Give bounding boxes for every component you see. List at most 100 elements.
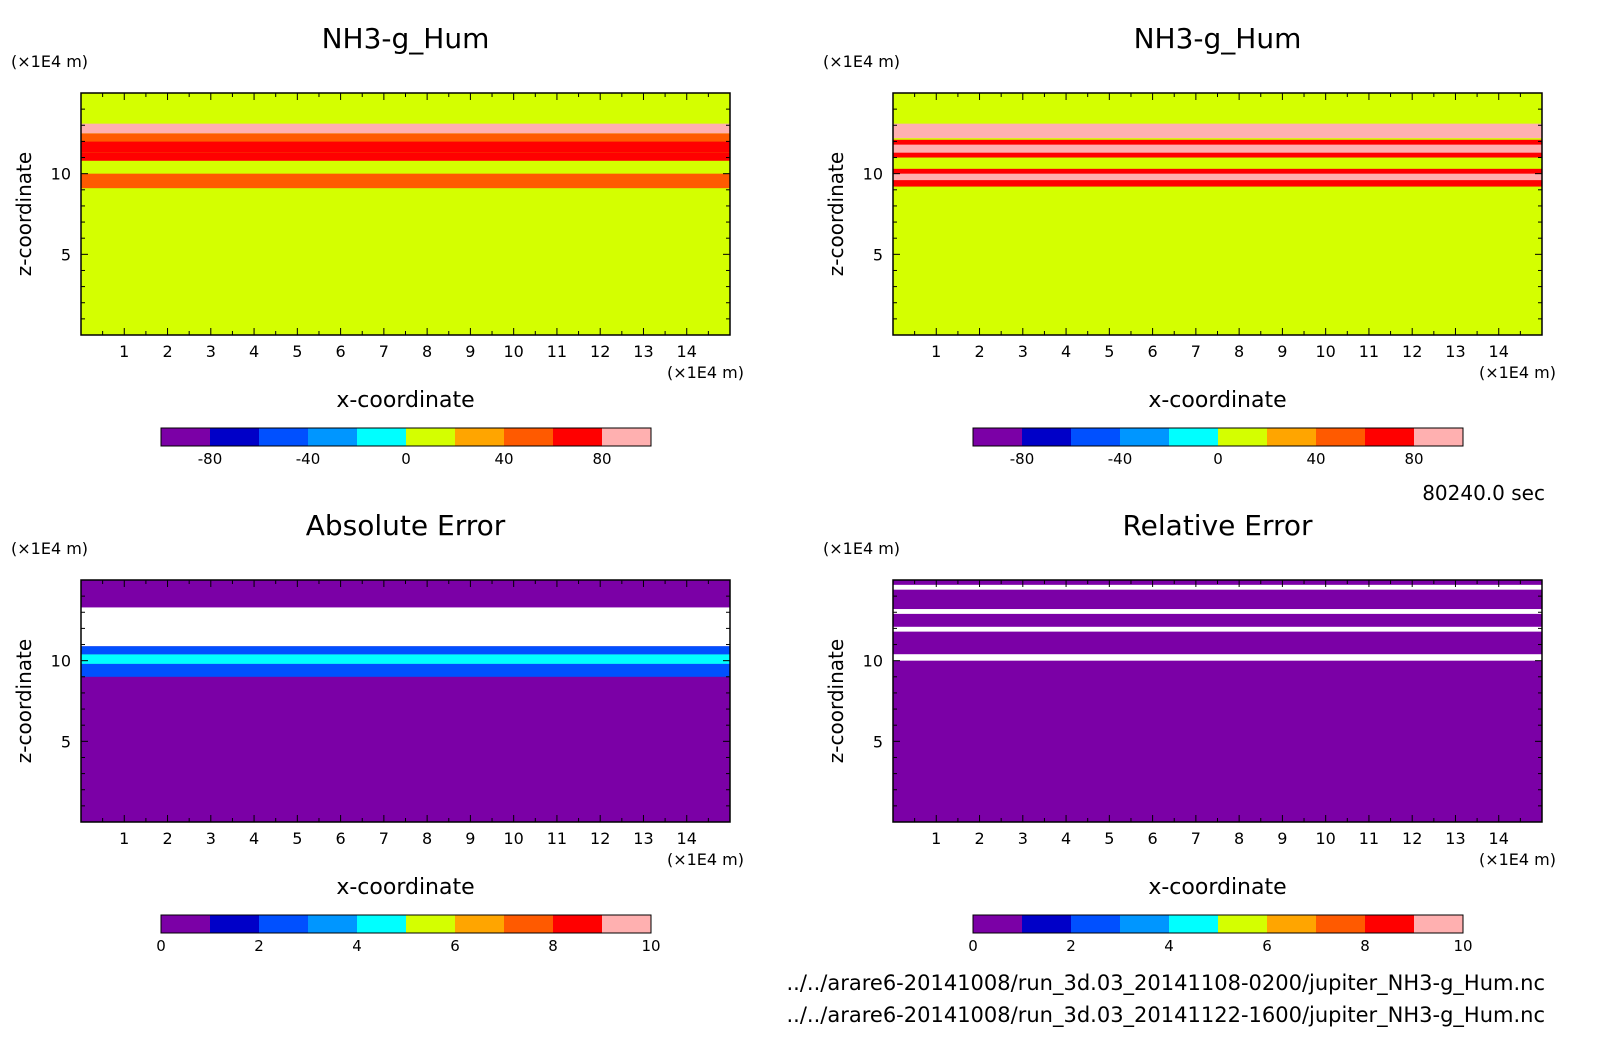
colorbar-swatch: [406, 915, 456, 933]
x-tick-label: 5: [1104, 342, 1114, 361]
colorbar-swatch: [161, 915, 211, 933]
colorbar-swatch: [973, 915, 1023, 933]
x-tick-label: 7: [1191, 342, 1201, 361]
x-tick-label: 9: [465, 829, 475, 848]
file-path-2: ../../arare6-20141008/run_3d.03_20141122…: [787, 1003, 1546, 1028]
field-band: [893, 144, 1542, 153]
x-tick-label: 8: [422, 342, 432, 361]
colorbar-swatch: [602, 428, 652, 446]
y-tick-label: 10: [863, 652, 883, 671]
x-tick-label: 2: [974, 829, 984, 848]
colorbar-tick-label: 4: [1164, 937, 1174, 955]
colorbar-swatch: [259, 428, 309, 446]
x-tick-label: 14: [1489, 342, 1509, 361]
colorbar-tick-label: 4: [352, 937, 362, 955]
y-tick-label: 10: [863, 165, 883, 184]
panel-3: Absolute Error(×1E4 m)1 2 3 4 5 6 7 8 9 10 11 12 13 1…: [11, 509, 744, 955]
colorbar-frame: [972, 427, 1464, 447]
file-path-1: ../../arare6-20141008/run_3d.03_20141108…: [787, 971, 1546, 996]
y-unit-label: (×1E4 m): [823, 52, 900, 71]
x-tick-label: 10: [503, 342, 523, 361]
colorbar-swatch: [504, 428, 554, 446]
x-tick-label: 8: [1234, 342, 1244, 361]
colorbar-swatch: [1169, 915, 1219, 933]
x-tick-label: 9: [1277, 829, 1287, 848]
field-band: [893, 654, 1542, 661]
colorbar-tick-label: 2: [254, 937, 264, 955]
colorbar-swatch: [259, 915, 309, 933]
colorbar-tick-label: 80: [1404, 450, 1423, 468]
colorbar-swatch: [1414, 915, 1464, 933]
field-band: [81, 663, 730, 677]
colorbar-swatch: [357, 915, 407, 933]
x-tick-label: 11: [1359, 829, 1379, 848]
panel-1: NH3-g_Hum(×1E4 m)1 2 3 4 5 6 7 8 9 10 11 12 13 14(×1E…: [11, 22, 744, 468]
colorbar-frame: [160, 427, 652, 447]
field-band: [893, 609, 1542, 614]
panel-title: NH3-g_Hum: [1134, 22, 1302, 55]
x-tick-label: 2: [162, 342, 172, 361]
y-unit-label: (×1E4 m): [11, 52, 88, 71]
x-tick-label: 8: [422, 829, 432, 848]
x-tick-label: 7: [379, 829, 389, 848]
colorbar: 0 2 4 6 8 10: [968, 914, 1473, 955]
y-tick-label: 10: [51, 165, 71, 184]
colorbar-tick-label: 8: [548, 937, 558, 955]
colorbar-swatch: [553, 915, 603, 933]
x-tick-label: 7: [1191, 829, 1201, 848]
x-tick-label: 14: [677, 829, 697, 848]
x-unit-label: (×1E4 m): [1479, 850, 1556, 869]
field-band: [81, 152, 730, 161]
colorbar-swatch: [1365, 428, 1415, 446]
colorbar-swatch: [1218, 428, 1268, 446]
y-unit-label: (×1E4 m): [823, 539, 900, 558]
colorbar-swatch: [1316, 915, 1366, 933]
x-tick-label: 12: [1402, 829, 1422, 848]
field-band: [893, 173, 1542, 181]
colorbar-swatch: [1071, 915, 1121, 933]
field-band: [81, 126, 730, 131]
x-tick-label: 6: [1148, 342, 1158, 361]
colorbar-tick-label: 0: [1213, 450, 1223, 468]
x-tick-label: 1: [119, 342, 129, 361]
x-tick-label: 2: [974, 342, 984, 361]
x-tick-label: 12: [590, 829, 610, 848]
x-tick-label: 7: [379, 342, 389, 361]
x-tick-label: 3: [206, 829, 216, 848]
colorbar: 0 2 4 6 8 10: [156, 914, 661, 955]
colorbar-swatch: [1169, 428, 1219, 446]
x-tick-label: 13: [1445, 829, 1465, 848]
x-tick-label: 14: [677, 342, 697, 361]
colorbar-tick-label: 10: [1453, 937, 1472, 955]
colorbar-swatch: [1022, 428, 1072, 446]
x-tick-label: 5: [292, 342, 302, 361]
x-tick-label: 1: [931, 342, 941, 361]
x-tick-label: 9: [465, 342, 475, 361]
x-tick-label: 4: [1061, 342, 1071, 361]
x-tick-label: 10: [1315, 829, 1335, 848]
y-tick-label: 5: [873, 245, 883, 264]
colorbar-tick-label: 10: [641, 937, 660, 955]
x-tick-label: 1: [931, 829, 941, 848]
y-tick-label: 5: [873, 732, 883, 751]
colorbar-swatch: [1365, 915, 1415, 933]
x-tick-label: 4: [1061, 829, 1071, 848]
panel-2: NH3-g_Hum(×1E4 m)1 2 3 4 5 6 7 8 9 10 11 12 13 14(×1E…: [823, 22, 1556, 468]
colorbar-swatch: [308, 915, 358, 933]
colorbar-swatch: [1316, 428, 1366, 446]
x-tick-label: 10: [1315, 342, 1335, 361]
y-unit-label: (×1E4 m): [11, 539, 88, 558]
colorbar-tick-label: 2: [1066, 937, 1076, 955]
x-tick-label: 5: [292, 829, 302, 848]
x-tick-label: 1: [119, 829, 129, 848]
x-tick-label: 12: [590, 342, 610, 361]
colorbar-swatch: [1414, 428, 1464, 446]
x-axis-label: x-coordinate: [1148, 875, 1286, 900]
colorbar-swatch: [1267, 915, 1317, 933]
field-band: [81, 141, 730, 153]
time-label: 80240.0 sec: [1422, 481, 1545, 505]
y-tick-label: 5: [61, 245, 71, 264]
x-axis-label: x-coordinate: [1148, 388, 1286, 413]
x-tick-label: 9: [1277, 342, 1287, 361]
x-tick-label: 13: [633, 342, 653, 361]
